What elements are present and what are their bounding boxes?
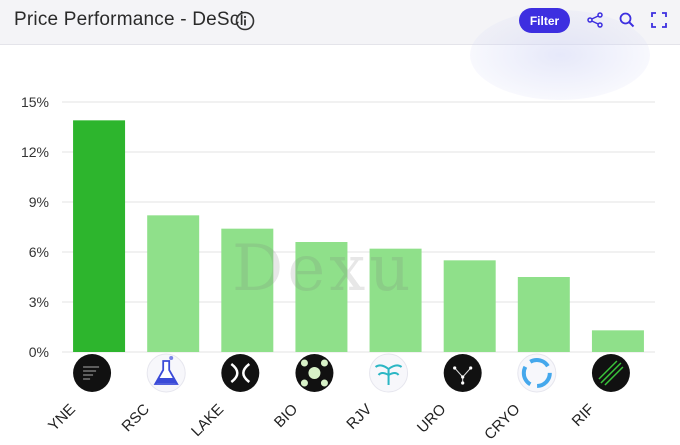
x-tick-label: URO <box>414 401 450 437</box>
x-tick-label: RSC <box>119 401 154 436</box>
filter-button[interactable]: Filter <box>519 8 570 33</box>
search-icon[interactable] <box>618 11 636 29</box>
bar-yne <box>73 120 126 352</box>
bar-rif <box>591 330 644 352</box>
rjv-token-icon <box>369 353 409 393</box>
y-tick-label: 6% <box>29 244 49 260</box>
uro-token-icon <box>443 354 482 392</box>
y-tick-label: 12% <box>21 144 49 160</box>
x-tick-label: CRYO <box>481 401 523 443</box>
info-icon[interactable] <box>235 11 255 31</box>
rsc-token-icon <box>146 353 186 393</box>
bar-bio <box>295 242 348 352</box>
yne-token-icon <box>73 354 112 392</box>
bar-rjv <box>369 248 422 352</box>
bio-token-icon <box>295 354 334 392</box>
bar-lake <box>221 228 274 352</box>
x-tick-label: BIO <box>271 401 301 431</box>
share-icon[interactable] <box>586 11 604 29</box>
rif-token-icon <box>591 354 630 392</box>
chart-header: Price Performance - DeSci Filter <box>0 0 680 100</box>
lake-token-icon <box>221 354 260 392</box>
cryo-token-icon <box>517 353 557 393</box>
x-tick-label: RIF <box>569 401 598 430</box>
y-tick-label: 9% <box>29 194 49 210</box>
y-tick-label: 15% <box>21 94 49 110</box>
page-title: Price Performance - DeSci <box>14 9 244 30</box>
y-tick-label: 0% <box>29 344 49 360</box>
bar-cryo <box>517 277 570 352</box>
x-tick-label: YNE <box>45 401 79 435</box>
x-tick-label: LAKE <box>188 401 227 440</box>
fullscreen-icon[interactable] <box>650 11 668 29</box>
bar-rsc <box>147 215 200 352</box>
x-tick-label: RJV <box>343 401 375 433</box>
bar-chart: 0% 3% 6% 9% 12% 15% YNE RSC LAKE BIO RJV URO CRYO RIF <box>21 94 655 443</box>
y-tick-label: 3% <box>29 294 49 310</box>
bar-uro <box>443 260 496 352</box>
